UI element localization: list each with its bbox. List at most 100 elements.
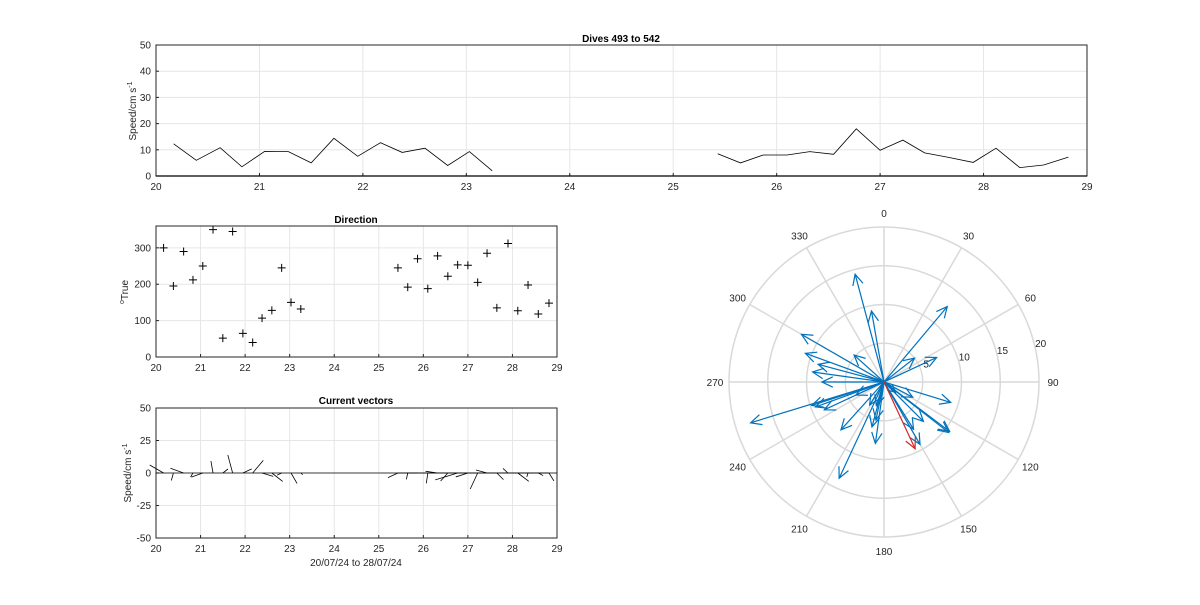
vector-stick xyxy=(210,461,214,474)
vector-stick xyxy=(517,472,530,482)
vectors-xtick-label: 21 xyxy=(195,544,207,555)
polar-vector xyxy=(817,363,885,383)
direction-point xyxy=(403,283,412,292)
vectors-xtick-label: 23 xyxy=(284,544,296,555)
vector-stick xyxy=(252,460,264,474)
direction-xtick-label: 27 xyxy=(462,363,474,374)
direction-chart-ylabel: oTrue xyxy=(119,280,131,305)
direction-point xyxy=(483,249,492,258)
polar-radial-label: 10 xyxy=(959,353,971,364)
polar-vector-head xyxy=(838,466,849,480)
polar-vector xyxy=(883,356,937,383)
direction-point xyxy=(463,261,472,270)
polar-radial-label: 20 xyxy=(1035,339,1047,350)
direction-point xyxy=(238,329,247,338)
polar-vector-head xyxy=(903,417,915,431)
polar-vector-head xyxy=(938,393,953,405)
polar-vector-head xyxy=(867,309,879,323)
direction-point xyxy=(433,251,442,260)
vector-stick xyxy=(475,469,488,474)
polar-vector-head xyxy=(902,357,916,370)
direction-point xyxy=(267,306,276,315)
polar-spoke xyxy=(749,381,885,461)
vector-stick xyxy=(538,472,544,476)
direction-xtick-label: 21 xyxy=(195,363,207,374)
direction-chart: 20 21 22 23 24 25 26 27 28 29 0 100 200 300 xyxy=(134,225,563,374)
polar-spoke xyxy=(883,303,1019,383)
polar-vector xyxy=(883,381,915,430)
polar-vector-head xyxy=(810,396,824,408)
speed-chart-ylabel: Speed/cm s-1 xyxy=(127,81,139,140)
polar-vector-head xyxy=(924,356,938,368)
polar-spoke xyxy=(805,247,885,383)
polar-vector xyxy=(840,381,885,431)
direction-xtick-label: 28 xyxy=(507,363,519,374)
polar-mean-vector xyxy=(883,381,916,449)
polar-chart: 0 30 60 90 120 150 180 210 240 270 300 330 5 10 15 20 xyxy=(707,209,1059,558)
polar-vector-head xyxy=(871,431,883,445)
vectors-xtick-label: 24 xyxy=(329,544,341,555)
polar-vector xyxy=(883,306,948,383)
vector-stick xyxy=(469,472,479,490)
direction-xtick-label: 22 xyxy=(240,363,252,374)
vector-stick xyxy=(170,472,174,481)
vector-stick xyxy=(425,470,438,474)
direction-point xyxy=(287,298,296,307)
polar-radial-label: 15 xyxy=(997,346,1009,357)
polar-vector-head xyxy=(804,351,818,363)
vectors-xtick-label: 20 xyxy=(150,544,162,555)
direction-xtick-label: 29 xyxy=(551,363,563,374)
polar-vector xyxy=(875,381,885,406)
direction-point xyxy=(413,254,422,263)
direction-axes-box xyxy=(155,225,558,358)
polar-vector-head xyxy=(853,354,866,367)
direction-point xyxy=(228,227,237,236)
polar-spoke xyxy=(883,247,963,383)
speed-xtick-label: 28 xyxy=(978,182,990,193)
speed-chart-title: Dives 493 to 542 xyxy=(582,34,660,45)
polar-angle-label: 210 xyxy=(791,524,808,535)
polar-vector xyxy=(883,381,950,432)
polar-vector xyxy=(812,371,885,383)
direction-point xyxy=(169,282,178,291)
polar-vector xyxy=(801,333,885,383)
vectors-xtick-label: 28 xyxy=(507,544,519,555)
current-vectors-chart: 20 21 22 23 24 25 26 27 28 29 -50 -25 0 25 50 xyxy=(137,404,563,556)
polar-vector xyxy=(883,381,924,422)
direction-ytick-label: 100 xyxy=(134,316,151,327)
speed-xtick-label: 25 xyxy=(668,182,680,193)
direction-point xyxy=(524,280,533,289)
polar-angle-label: 270 xyxy=(707,378,724,389)
speed-axes-box xyxy=(155,44,1088,177)
vector-stick xyxy=(276,472,282,476)
polar-vector-head xyxy=(911,409,925,423)
polar-vector-head xyxy=(816,361,831,373)
polar-angle-label: 240 xyxy=(729,463,746,474)
polar-vector xyxy=(883,357,915,383)
speed-xtick-label: 29 xyxy=(1081,182,1093,193)
polar-vector-head xyxy=(852,272,864,287)
speed-xtick-label: 27 xyxy=(875,182,887,193)
speed-ytick-label: 0 xyxy=(145,172,151,183)
polar-angle-label: 300 xyxy=(729,294,746,305)
direction-xtick-label: 24 xyxy=(329,363,341,374)
polar-vector-head xyxy=(872,408,884,422)
direction-chart-title: Direction xyxy=(334,215,377,226)
polar-vector xyxy=(838,381,885,479)
vectors-ytick-label: -25 xyxy=(137,501,152,512)
vector-stick xyxy=(425,472,429,484)
polar-spoke xyxy=(883,381,1019,461)
speed-xtick-label: 23 xyxy=(461,182,473,193)
polar-angle-label: 150 xyxy=(960,524,977,535)
polar-vector xyxy=(874,381,885,444)
direction-point xyxy=(393,263,402,272)
polar-mean-vector-head xyxy=(905,436,916,450)
speed-chart: 20 21 22 23 24 25 26 27 28 29 0 10 20 30 40 50 xyxy=(140,41,1093,194)
polar-vector xyxy=(854,274,885,383)
polar-vector xyxy=(853,354,885,383)
polar-vector-head xyxy=(749,414,763,426)
direction-point xyxy=(198,262,207,271)
speed-xtick-label: 20 xyxy=(150,182,162,193)
vector-stick xyxy=(191,472,203,478)
direction-point xyxy=(473,278,482,287)
